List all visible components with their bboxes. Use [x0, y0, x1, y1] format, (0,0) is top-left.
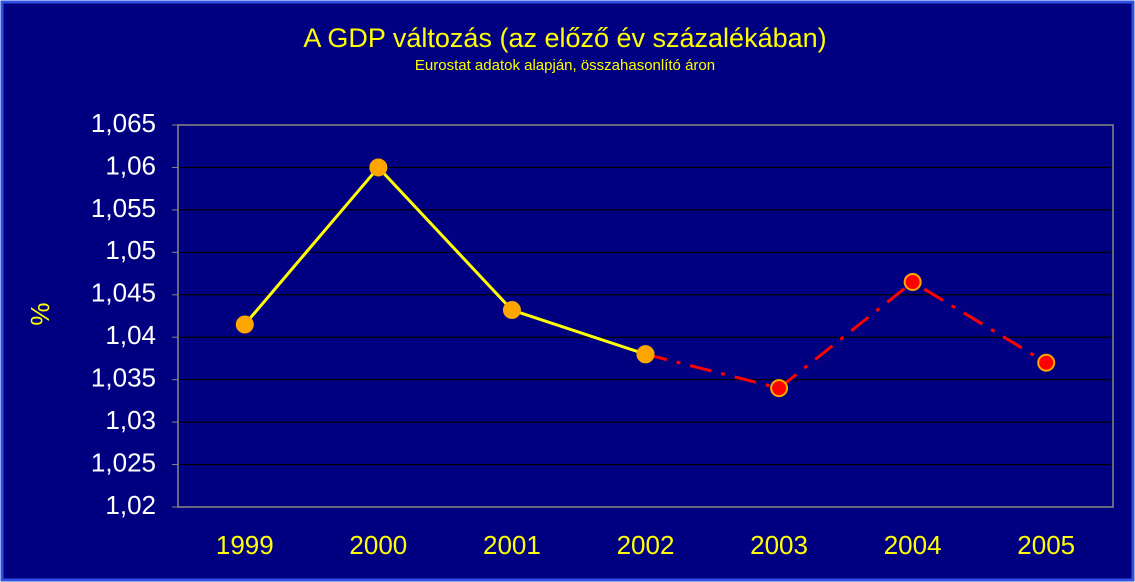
point [235, 315, 254, 334]
y-tick-label: 1,04 [105, 320, 156, 350]
y-tick-label: 1,05 [105, 235, 156, 265]
point [502, 301, 521, 320]
x-tick-label: 2003 [750, 530, 808, 560]
point [903, 273, 922, 292]
y-tick-label: 1,055 [91, 193, 156, 223]
point [369, 158, 388, 177]
chart-title: A GDP változás (az előző év százalékában… [303, 23, 826, 53]
x-tick-label: 2001 [483, 530, 541, 560]
x-tick-label: 1999 [216, 530, 274, 560]
x-tick-label: 2000 [349, 530, 407, 560]
y-axis-label: % [25, 302, 55, 325]
plot-frame [177, 124, 1114, 508]
chart-subtitle: Eurostat adatok alapján, összahasonlító … [415, 57, 715, 74]
y-tick-label: 1,03 [105, 405, 156, 435]
point [636, 345, 655, 364]
series-line [645, 280, 1047, 390]
y-tick-label: 1,025 [91, 447, 156, 477]
x-tick-label: 2002 [617, 530, 675, 560]
y-tick-label: 1,035 [91, 363, 156, 393]
y-tick-label: 1,06 [105, 150, 156, 180]
y-tick-label: 1,065 [91, 108, 156, 138]
y-tick-label: 1,02 [105, 490, 156, 520]
point [770, 379, 789, 398]
y-tick-label: 1,045 [91, 278, 156, 308]
x-tick-label: 2004 [884, 530, 942, 560]
series-line [243, 165, 646, 356]
point [1037, 353, 1056, 372]
x-tick-label: 2005 [1017, 530, 1075, 560]
